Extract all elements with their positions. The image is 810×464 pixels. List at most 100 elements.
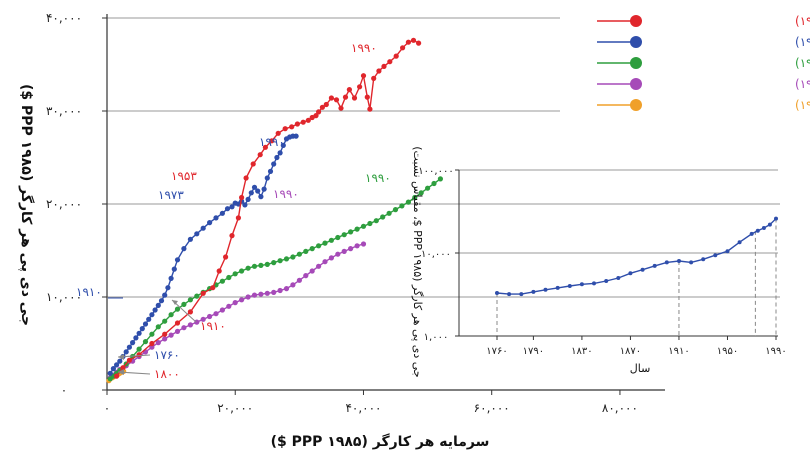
inset-data-point xyxy=(713,253,718,258)
legend-label: ژاپن (۱۸۷۰-۱۹۹۰) xyxy=(795,56,810,71)
data-point xyxy=(387,59,393,65)
data-point xyxy=(338,105,344,111)
data-point xyxy=(351,95,358,101)
x-tick-label: ۲۰,۰۰۰ xyxy=(217,401,253,415)
data-point xyxy=(181,325,187,331)
data-point xyxy=(328,255,334,261)
data-point xyxy=(346,87,352,93)
data-point xyxy=(258,291,264,297)
legend-marker xyxy=(630,36,642,48)
inset-data-point xyxy=(737,240,742,245)
data-point xyxy=(216,268,222,274)
data-point xyxy=(245,196,251,202)
data-point xyxy=(309,268,315,274)
data-point xyxy=(136,330,142,336)
data-point xyxy=(149,312,155,318)
data-point xyxy=(283,256,290,262)
inset-data-point xyxy=(755,228,760,233)
data-point xyxy=(328,237,334,243)
data-point xyxy=(303,273,309,279)
data-point xyxy=(152,307,158,313)
annotation-label: ۱۹۵۳ xyxy=(171,169,197,183)
data-point xyxy=(405,199,411,205)
y-tick-label: ۱۰,۰۰۰ xyxy=(46,290,82,304)
x-tick-label: ۴۰,۰۰۰ xyxy=(345,401,381,415)
inset-series-line xyxy=(496,218,777,295)
data-point xyxy=(393,53,399,59)
inset-y-tick-label: ۱,۰۰۰ xyxy=(424,332,449,343)
inset-x-tick-label: ۱۷۹۰ xyxy=(523,346,544,357)
data-point xyxy=(303,248,309,254)
data-point xyxy=(171,266,177,272)
data-point xyxy=(277,287,283,294)
data-point xyxy=(277,258,283,264)
data-point xyxy=(194,293,200,299)
data-point xyxy=(360,73,367,79)
data-point xyxy=(425,185,431,191)
data-point xyxy=(367,106,373,112)
data-point xyxy=(232,300,238,306)
data-point xyxy=(410,37,417,43)
data-point xyxy=(187,236,193,242)
data-point xyxy=(251,263,258,269)
data-point xyxy=(229,233,235,239)
data-point xyxy=(174,257,181,263)
data-point xyxy=(136,352,142,358)
data-point xyxy=(342,94,349,100)
data-point xyxy=(283,286,290,292)
arrowhead xyxy=(118,354,124,360)
annotation-label: ۱۹۹۰ xyxy=(273,187,299,201)
data-point xyxy=(174,320,181,326)
y-tick-label: ۳۰,۰۰۰ xyxy=(46,104,82,118)
data-point xyxy=(123,349,129,355)
data-point xyxy=(280,142,286,148)
data-point xyxy=(235,215,241,221)
data-point xyxy=(313,113,319,119)
data-point xyxy=(264,290,270,296)
data-point xyxy=(142,339,149,345)
data-point xyxy=(126,344,132,350)
legend-marker xyxy=(630,78,642,90)
data-point xyxy=(373,218,379,224)
data-point xyxy=(294,121,300,127)
data-point xyxy=(360,223,367,229)
data-point xyxy=(200,290,206,296)
data-point xyxy=(269,138,275,144)
data-point xyxy=(354,243,360,249)
data-point xyxy=(341,248,347,254)
data-point xyxy=(149,331,155,337)
data-point xyxy=(168,275,174,281)
data-point xyxy=(126,357,132,363)
data-point xyxy=(258,194,264,200)
data-point xyxy=(364,94,370,100)
x-tick-label: ۰ xyxy=(104,401,110,415)
data-point xyxy=(120,365,126,371)
inset-data-point xyxy=(495,291,499,295)
data-point xyxy=(245,294,251,300)
data-point xyxy=(194,231,200,237)
inset-data-point xyxy=(519,292,524,297)
data-point xyxy=(323,101,329,108)
data-point xyxy=(348,246,354,252)
legend-label: تایوان (۱۹۰۱-۱۹۹۰) xyxy=(795,77,810,92)
data-point xyxy=(168,312,174,318)
data-point xyxy=(392,207,399,213)
data-point xyxy=(262,144,268,150)
data-point xyxy=(251,184,258,190)
data-point xyxy=(107,370,113,376)
legend-marker xyxy=(630,99,642,111)
data-point xyxy=(130,340,136,346)
annotation-label: ۱۹۹۰ xyxy=(351,41,377,55)
arrowhead xyxy=(172,300,178,305)
data-point xyxy=(245,265,251,271)
annotation-label: ۱۹۹۰ xyxy=(365,171,391,185)
arrowhead xyxy=(118,369,124,375)
inset-data-point xyxy=(567,284,572,288)
inset-data-point xyxy=(689,260,694,265)
inset-data-point xyxy=(543,287,548,292)
data-point xyxy=(431,180,437,187)
inset-data-point xyxy=(774,216,778,221)
data-point xyxy=(328,95,334,101)
annotation-label: ۱۸۰۰ xyxy=(154,367,180,381)
